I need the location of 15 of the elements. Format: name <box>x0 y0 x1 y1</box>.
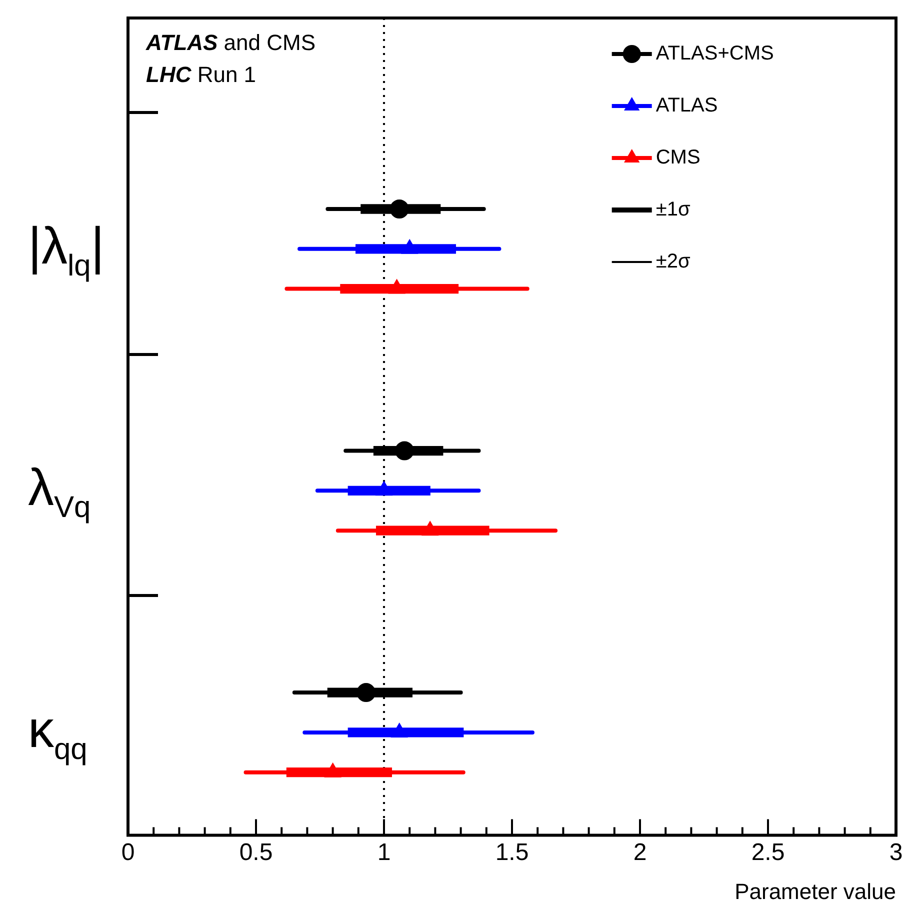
legend-label: ±1σ <box>656 198 691 221</box>
x-tick-label: 2 <box>633 839 647 866</box>
annotation: LHC Run 1 <box>146 62 256 87</box>
x-tick-label: 2.5 <box>751 839 785 866</box>
annotation: ATLAS and CMS <box>145 30 316 55</box>
legend-label: ATLAS+CMS <box>656 42 774 65</box>
x-tick-label: 1.5 <box>495 839 529 866</box>
x-axis-title: Parameter value <box>734 879 896 904</box>
legend-label: CMS <box>656 146 700 169</box>
legend-label: ±2σ <box>656 250 691 273</box>
x-tick-label: 1 <box>377 839 391 866</box>
x-tick-label: 0.5 <box>239 839 273 866</box>
x-tick-label: 0 <box>121 839 135 866</box>
x-tick-label: 3 <box>889 839 903 866</box>
legend-label: ATLAS <box>656 94 718 117</box>
